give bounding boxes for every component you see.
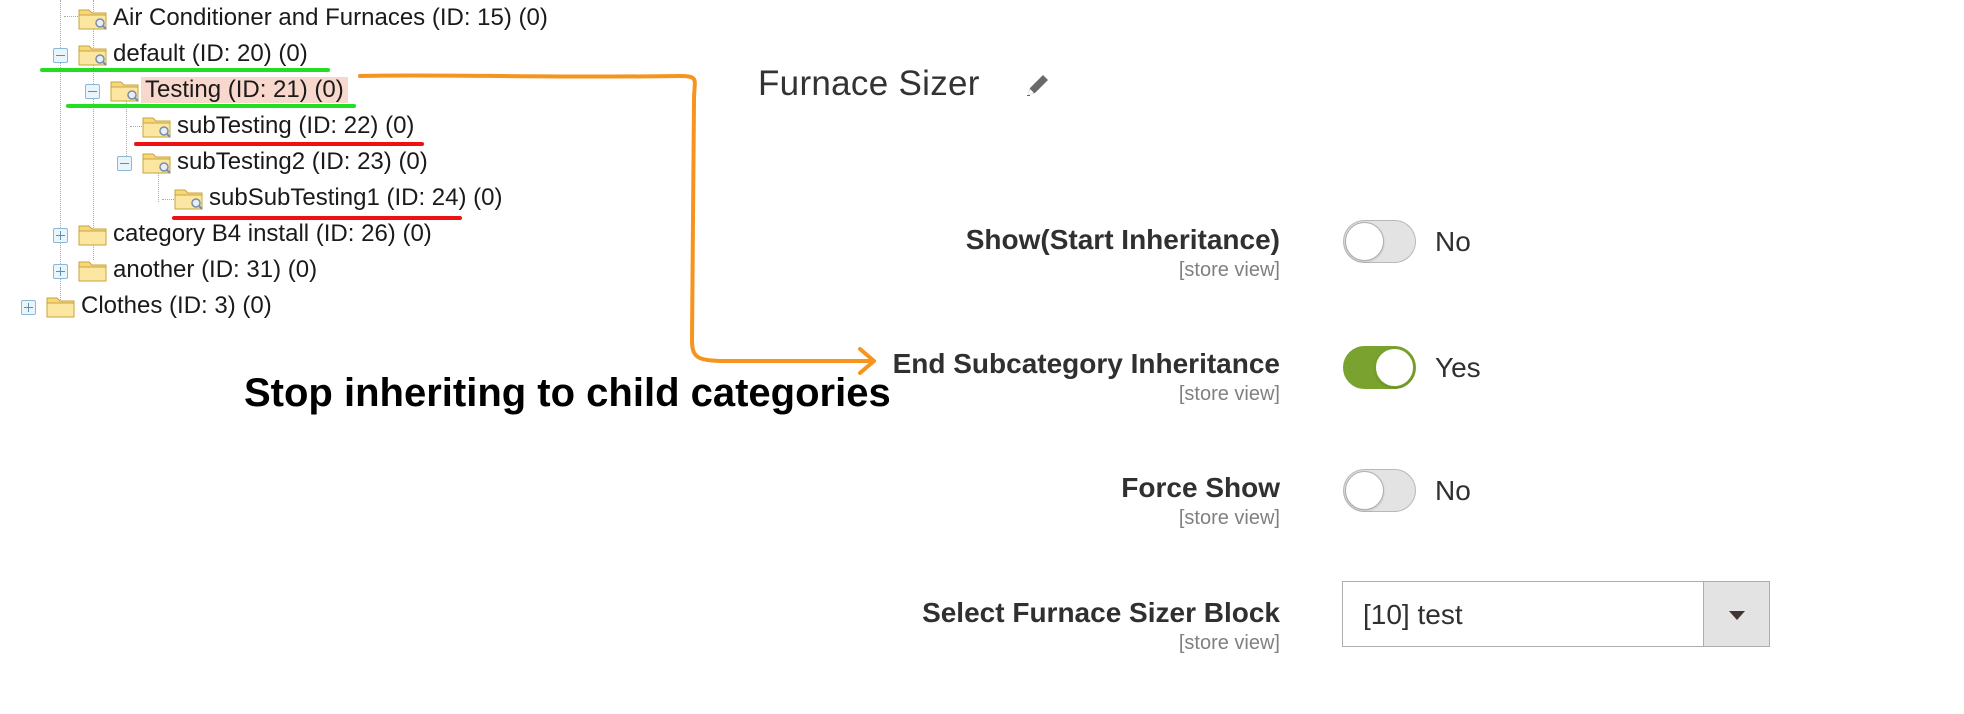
switch-knob [1345, 222, 1384, 261]
folder-icon [110, 81, 139, 102]
annotation-text: Stop inheriting to child categories [244, 371, 891, 415]
chevron-down-icon [1729, 611, 1745, 620]
tree-item[interactable]: subSubTesting1 (ID: 24) (0) [0, 182, 600, 214]
field-label: Select Furnace Sizer Block [922, 597, 1280, 628]
switch-state-text: Yes [1435, 352, 1481, 383]
tree-item[interactable]: Clothes (ID: 3) (0) [0, 290, 600, 322]
tree-item[interactable]: default (ID: 20) (0) [0, 38, 600, 70]
tree-connector [64, 16, 78, 17]
pencil-icon[interactable] [1023, 70, 1053, 100]
expand-icon[interactable] [21, 300, 36, 315]
field-scope: [store view] [1178, 507, 1280, 529]
tree-item[interactable]: subTesting (ID: 22) (0) [0, 110, 600, 142]
select-value: [10] test [1363, 599, 1463, 630]
field-label: Force Show [1121, 472, 1280, 503]
expand-icon[interactable] [53, 264, 68, 279]
tree-item-label: category B4 install (ID: 26) (0) [113, 220, 432, 247]
tree-item-label: another (ID: 31) (0) [113, 256, 318, 283]
switch-state-text: No [1435, 226, 1471, 257]
field-scope: [store view] [1178, 383, 1280, 405]
field-label: End Subcategory Inheritance [892, 348, 1280, 379]
tree-item[interactable]: subTesting2 (ID: 23) (0) [0, 146, 600, 178]
tree-connector [93, 0, 94, 260]
switch-knob [1375, 348, 1414, 387]
highlight-underline [172, 216, 462, 220]
field-scope: [store view] [1178, 259, 1280, 281]
tree-item-label: subTesting (ID: 22) (0) [177, 112, 415, 139]
switch-state-text: No [1435, 475, 1471, 506]
tree-item-label: Clothes (ID: 3) (0) [81, 292, 272, 319]
tree-connector [60, 0, 61, 300]
folder-icon [78, 225, 107, 246]
panel-title: Furnace Sizer [758, 64, 980, 103]
highlight-underline [66, 104, 356, 108]
tree-item[interactable]: another (ID: 31) (0) [0, 254, 600, 286]
switch-knob [1345, 471, 1384, 510]
end-subcategory-inheritance-switch[interactable] [1343, 346, 1416, 389]
tree-connector [158, 172, 159, 202]
expand-icon[interactable] [53, 228, 68, 243]
folder-icon [78, 9, 107, 30]
furnace-sizer-block-select[interactable]: [10] test [1342, 581, 1770, 647]
tree-item-label: Testing (ID: 21) (0) [141, 77, 348, 103]
field-label: Show(Start Inheritance) [965, 224, 1280, 255]
tree-item-label: subSubTesting1 (ID: 24) (0) [209, 184, 503, 211]
collapse-icon[interactable] [117, 156, 132, 171]
field-scope: [store view] [1178, 632, 1280, 654]
force-show-switch[interactable] [1343, 469, 1416, 512]
highlight-underline [134, 142, 424, 146]
folder-icon [174, 189, 203, 210]
tree-item-label: default (ID: 20) (0) [113, 40, 308, 67]
highlight-underline [40, 68, 330, 72]
tree-connector [130, 126, 144, 127]
tree-item[interactable]: category B4 install (ID: 26) (0) [0, 218, 600, 250]
tree-item-label: Air Conditioner and Furnaces (ID: 15) (0… [113, 4, 548, 31]
collapse-icon[interactable] [53, 48, 68, 63]
tree-item-label: subTesting2 (ID: 23) (0) [177, 148, 428, 175]
tree-connector [126, 100, 127, 160]
folder-icon [78, 45, 107, 66]
folder-icon [78, 261, 107, 282]
select-arrow-button[interactable] [1703, 582, 1769, 646]
show-start-inheritance-switch[interactable] [1343, 220, 1416, 263]
collapse-icon[interactable] [85, 84, 100, 99]
folder-icon [142, 117, 171, 138]
tree-connector [162, 199, 176, 200]
folder-icon [46, 297, 75, 318]
tree-item-selected[interactable]: Testing (ID: 21) (0) [0, 74, 600, 106]
tree-item[interactable]: Air Conditioner and Furnaces (ID: 15) (0… [0, 2, 600, 34]
folder-icon [142, 153, 171, 174]
